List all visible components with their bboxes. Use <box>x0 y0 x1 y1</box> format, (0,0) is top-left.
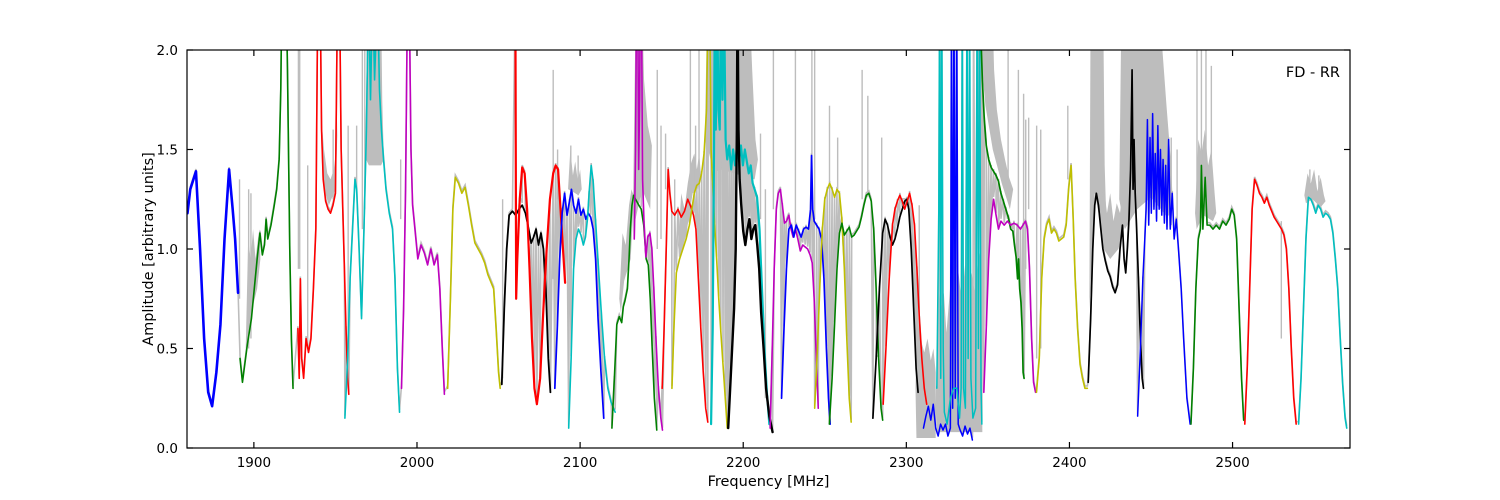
gray-noise-mass <box>568 149 582 196</box>
y-tick-label: 0.5 <box>157 342 178 358</box>
axes-frame <box>186 49 1351 449</box>
band-curve-17-b <box>780 154 832 425</box>
band-curve-23-c <box>936 50 983 425</box>
band-curve-30-r <box>1243 178 1297 425</box>
y-tick-label: 0.0 <box>157 441 178 457</box>
y-tick-label: 1.5 <box>157 143 178 159</box>
y-tick-label: 2.0 <box>157 43 178 59</box>
band-curve-10-g <box>611 194 658 431</box>
band-curve-13-y <box>671 50 729 429</box>
band-curve-4-m <box>400 50 446 396</box>
gray-noise-mass <box>1089 50 1107 309</box>
plot-area <box>187 50 1348 441</box>
x-tick-label: 2400 <box>1052 455 1086 471</box>
band-curve-25-m <box>983 198 1037 394</box>
plot-annotation: FD - RR <box>1285 65 1340 81</box>
band-curve-26-y <box>1035 164 1089 394</box>
band-curve-15-k <box>727 50 774 434</box>
band-curve-18-y <box>813 182 852 423</box>
x-tick-label: 2500 <box>1215 455 1249 471</box>
band-curve-31-c <box>1297 196 1348 429</box>
band-curve-9-c <box>567 164 616 429</box>
band-curve-20-k <box>872 198 919 419</box>
x-tick-label: 2200 <box>726 455 760 471</box>
x-tick-label: 1900 <box>237 455 271 471</box>
x-axis-label: Frequency [MHz] <box>707 474 830 490</box>
band-curve-1-g <box>239 50 294 390</box>
band-curve-24-g <box>980 50 1025 380</box>
y-tick-label: 1.0 <box>157 242 178 258</box>
band-curve-14-c <box>709 50 771 426</box>
band-curve-22-b <box>922 50 974 441</box>
band-curve-29-g <box>1190 164 1245 425</box>
band-curve-2-r <box>297 50 350 396</box>
band-curve-8-b <box>553 188 605 419</box>
y-axis-label: Amplitude [arbitrary units] <box>141 152 157 346</box>
gray-noise-mass <box>704 50 758 180</box>
gray-noise-mass <box>915 332 936 439</box>
gray-noise-mass <box>980 50 1014 210</box>
band-curve-0-b <box>187 168 240 408</box>
band-curve-19-g <box>828 192 884 425</box>
x-tick-label: 2000 <box>400 455 434 471</box>
x-tick-label: 2100 <box>563 455 597 471</box>
band-curve-7-r <box>514 50 567 406</box>
gray-noise-mass <box>366 50 384 166</box>
band-curve-27-k <box>1087 69 1145 390</box>
band-curve-21-r <box>882 192 928 406</box>
band-curve-28-b <box>1136 112 1191 425</box>
band-curve-3-c <box>344 50 401 419</box>
band-curve-11-m <box>633 50 664 431</box>
band-curve-12-r <box>661 168 709 423</box>
x-tick-label: 2300 <box>889 455 923 471</box>
band-curve-5-y <box>446 176 501 390</box>
